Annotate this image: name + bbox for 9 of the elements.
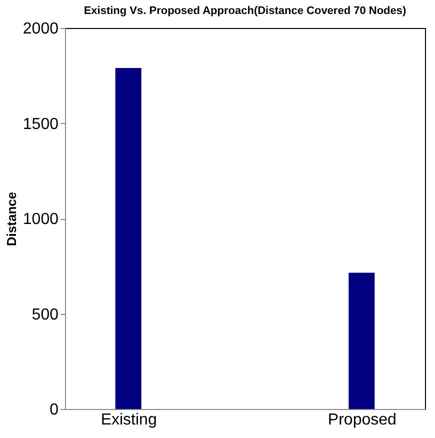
x-tick-label: Existing xyxy=(100,412,157,428)
y-tick-label: 500 xyxy=(32,306,59,324)
y-tick-label: 1500 xyxy=(22,116,59,133)
chart-title: Existing Vs. Proposed Approach(Distance Covered 70 Nodes) xyxy=(84,5,407,17)
x-tick-label: Proposed xyxy=(328,412,396,428)
y-axis-title: Distance xyxy=(4,192,19,246)
y-tick-label: 1000 xyxy=(22,211,59,228)
y-tick-label: 2000 xyxy=(22,20,59,38)
y-tick-label: 0 xyxy=(50,402,59,418)
